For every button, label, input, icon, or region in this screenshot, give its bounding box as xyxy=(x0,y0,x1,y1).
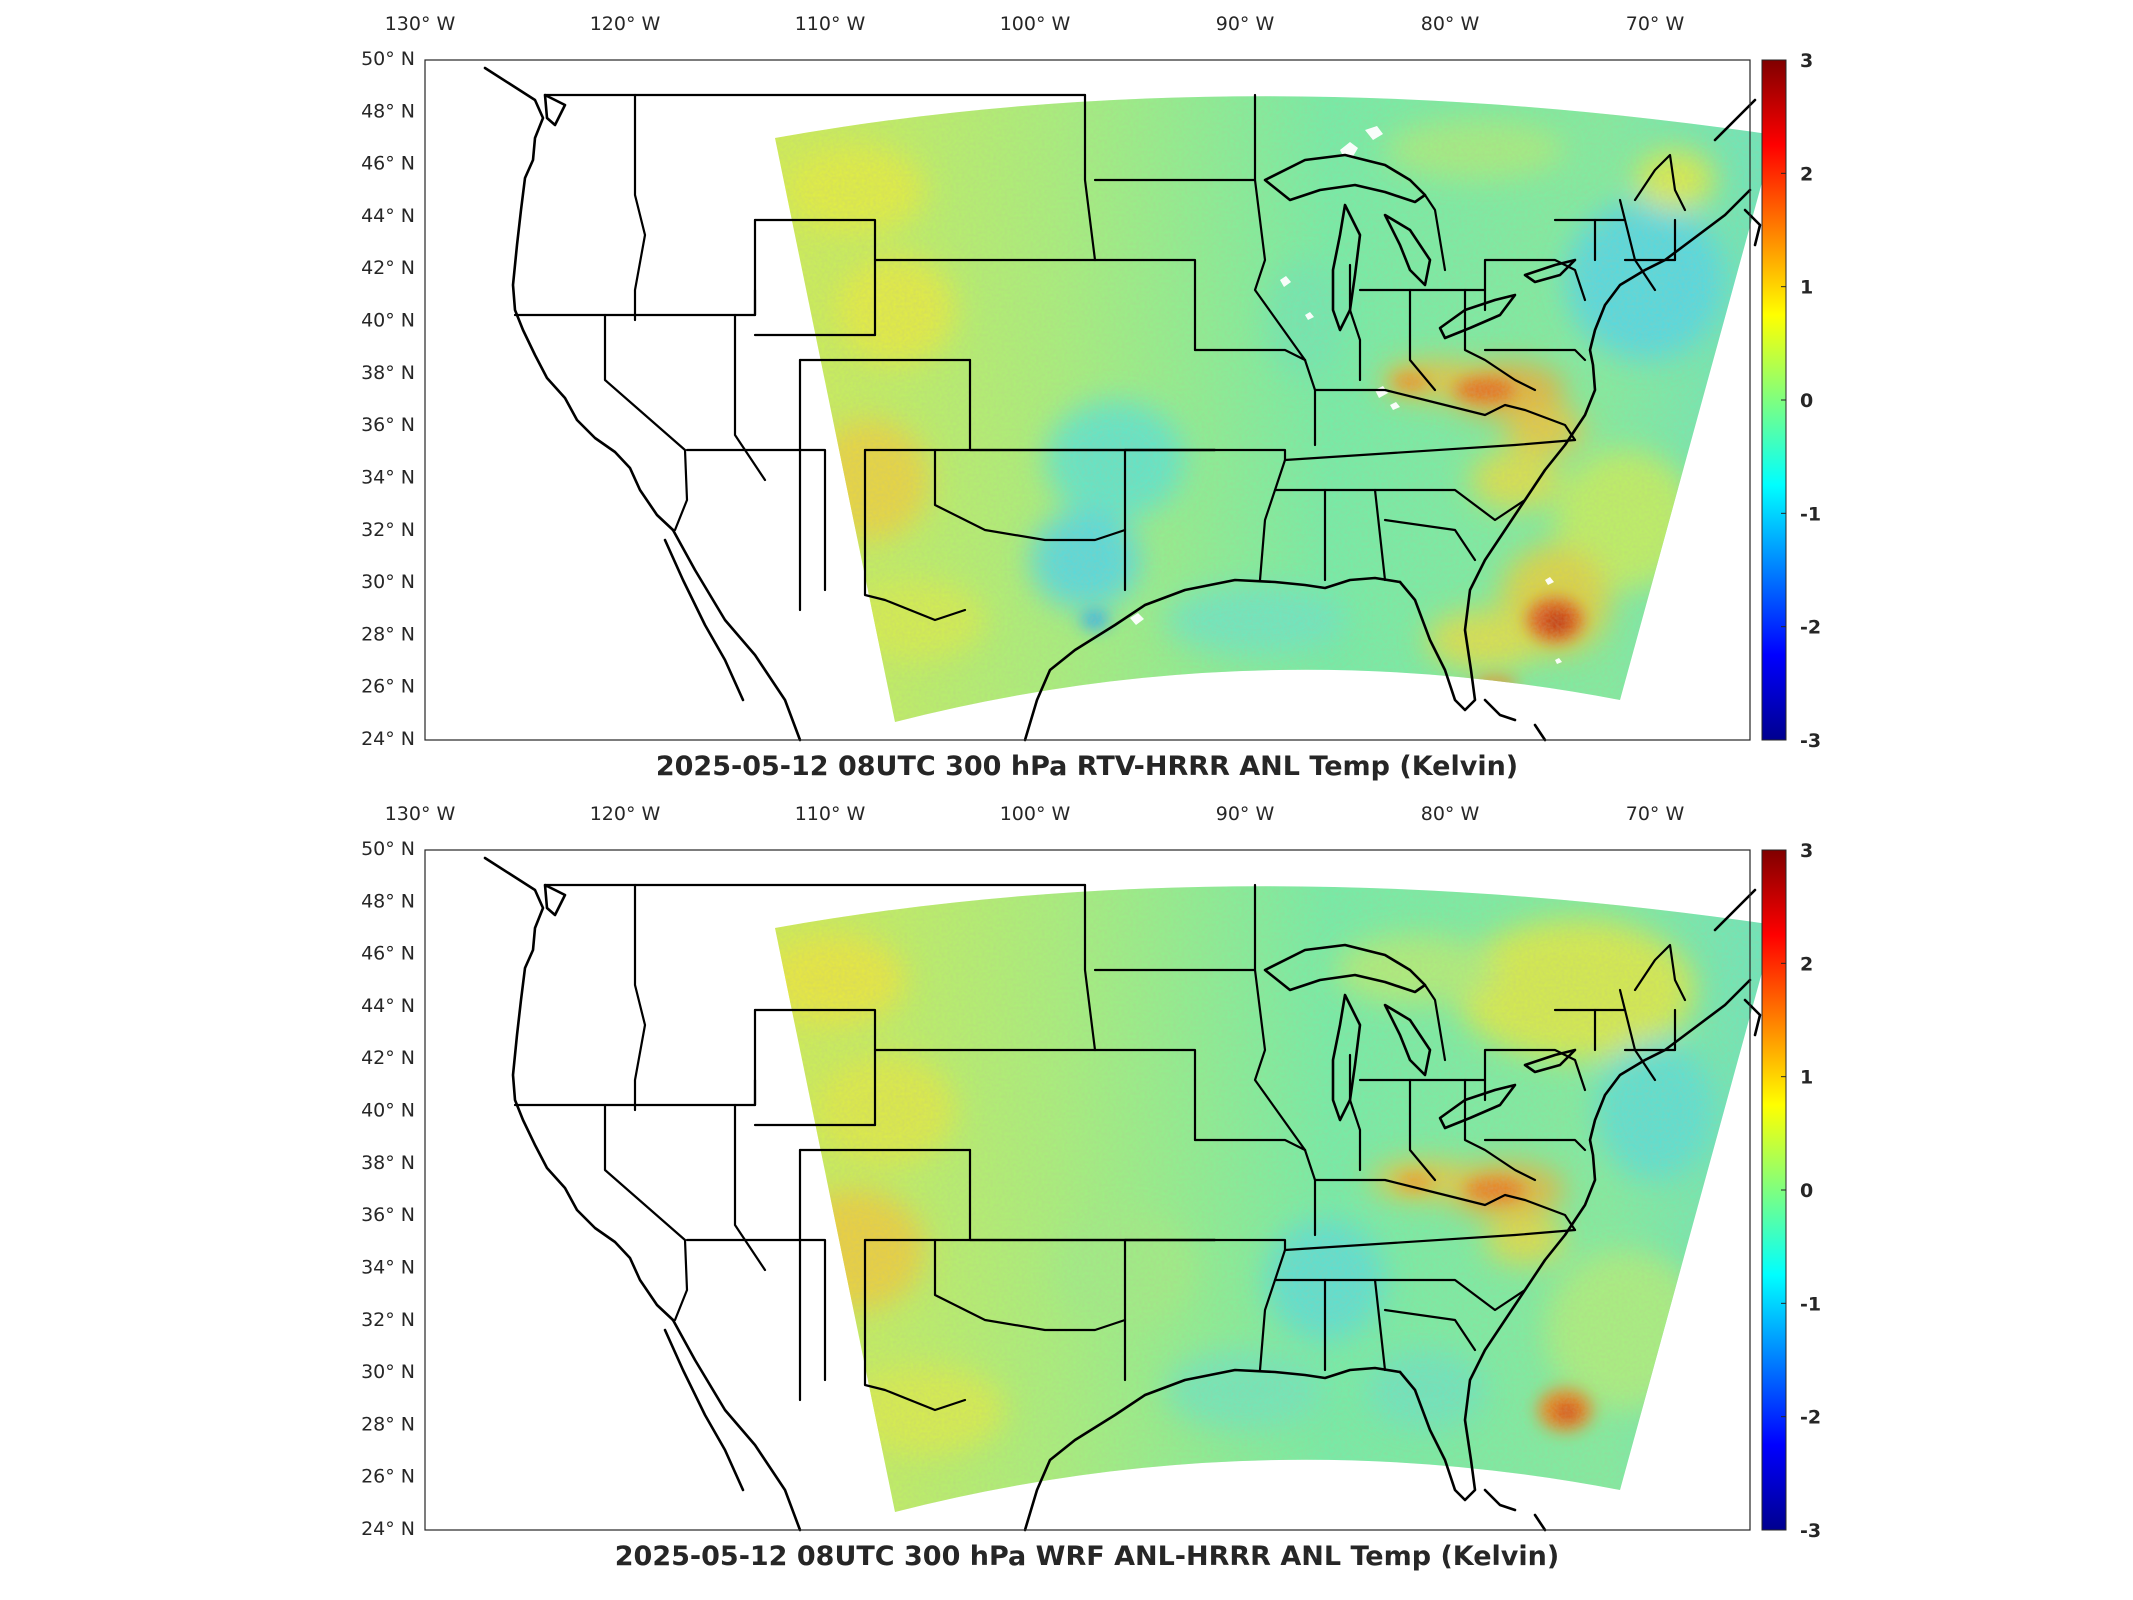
colorbar-tick-label: 0 xyxy=(1800,1180,1813,1202)
colorbar-tick-label: 1 xyxy=(1800,1067,1813,1089)
panels-container: 130° W 120° W 110° W 100° W 90° W 80° W 70° W 5… xyxy=(361,13,1825,1572)
longitude-tick-label: 70° W xyxy=(1626,803,1685,825)
colorbar-tick-label: -1 xyxy=(1800,1293,1821,1315)
latitude-tick-label: 48° N xyxy=(361,890,415,912)
map-area xyxy=(483,856,1825,1532)
latitude-tick-label: 38° N xyxy=(361,362,415,384)
latitude-tick-label: 38° N xyxy=(361,1152,415,1174)
longitude-tick-label: 90° W xyxy=(1216,13,1275,35)
latitude-tick-label: 26° N xyxy=(361,1466,415,1488)
panel-title: 2025-05-12 08UTC 300 hPa WRF ANL-HRRR AN… xyxy=(615,1541,1559,1572)
colorbar-tick-label: -2 xyxy=(1800,1407,1821,1429)
latitude-tick-label: 50° N xyxy=(361,838,415,860)
latitude-tick-label: 36° N xyxy=(361,1204,415,1226)
latitude-tick-label: 40° N xyxy=(361,310,415,332)
latitude-tick-label: 42° N xyxy=(361,1047,415,1069)
latitude-tick-label: 44° N xyxy=(361,995,415,1017)
latitude-tick-label: 40° N xyxy=(361,1100,415,1122)
latitude-tick-label: 26° N xyxy=(361,676,415,698)
colorbar-tick-label: 2 xyxy=(1800,163,1813,185)
latitude-tick-label: 32° N xyxy=(361,1309,415,1331)
panel-title: 2025-05-12 08UTC 300 hPa RTV-HRRR ANL Te… xyxy=(656,751,1518,782)
latitude-tick-label: 34° N xyxy=(361,466,415,488)
map-axes-frame xyxy=(424,59,1751,741)
longitude-tick-label: 100° W xyxy=(1000,13,1071,35)
latitude-tick-label: 24° N xyxy=(361,728,415,750)
latitude-tick-label: 46° N xyxy=(361,943,415,965)
colorbar-tick-label: 2 xyxy=(1800,953,1813,975)
longitude-tick-label: 70° W xyxy=(1626,13,1685,35)
latitude-tick-label: 34° N xyxy=(361,1256,415,1278)
longitude-tick-label: 80° W xyxy=(1421,803,1480,825)
colorbar-tick-label: -3 xyxy=(1800,730,1821,752)
colorbar-tick-label: -1 xyxy=(1800,503,1821,525)
longitude-tick-label: 80° W xyxy=(1421,13,1480,35)
longitude-tick-label: 120° W xyxy=(590,13,661,35)
longitude-tick-label: 90° W xyxy=(1216,803,1275,825)
latitude-tick-label: 42° N xyxy=(361,257,415,279)
latitude-tick-label: 36° N xyxy=(361,414,415,436)
map-area xyxy=(483,66,1825,742)
latitude-tick-label: 28° N xyxy=(361,1413,415,1435)
colorbar-tick-label: 1 xyxy=(1800,277,1813,299)
latitude-tick-label: 46° N xyxy=(361,153,415,175)
latitude-tick-label: 48° N xyxy=(361,100,415,122)
colorbar-tick-label: -2 xyxy=(1800,617,1821,639)
latitude-tick-label: 30° N xyxy=(361,1361,415,1383)
latitude-tick-label: 28° N xyxy=(361,623,415,645)
latitude-tick-label: 30° N xyxy=(361,571,415,593)
longitude-tick-label: 120° W xyxy=(590,803,661,825)
colorbar-tick-label: 0 xyxy=(1800,390,1813,412)
colorbar-tick-label: -3 xyxy=(1800,1520,1821,1542)
colorbar-tick-label: 3 xyxy=(1800,840,1813,862)
longitude-tick-label: 100° W xyxy=(1000,803,1071,825)
colorbar-tick-label: 3 xyxy=(1800,50,1813,72)
longitude-tick-label: 130° W xyxy=(385,13,456,35)
map-panel-wrf: 130° W 120° W 110° W 100° W 90° W 80° W 70° W 5… xyxy=(361,803,1825,1572)
latitude-tick-label: 32° N xyxy=(361,519,415,541)
map-axes-frame xyxy=(424,849,1751,1531)
longitude-tick-label: 110° W xyxy=(795,13,866,35)
latitude-tick-label: 44° N xyxy=(361,205,415,227)
map-panel-rtv: 130° W 120° W 110° W 100° W 90° W 80° W 70° W 5… xyxy=(361,13,1825,782)
longitude-tick-label: 110° W xyxy=(795,803,866,825)
latitude-tick-label: 50° N xyxy=(361,48,415,70)
latitude-tick-label: 24° N xyxy=(361,1518,415,1540)
longitude-tick-label: 130° W xyxy=(385,803,456,825)
